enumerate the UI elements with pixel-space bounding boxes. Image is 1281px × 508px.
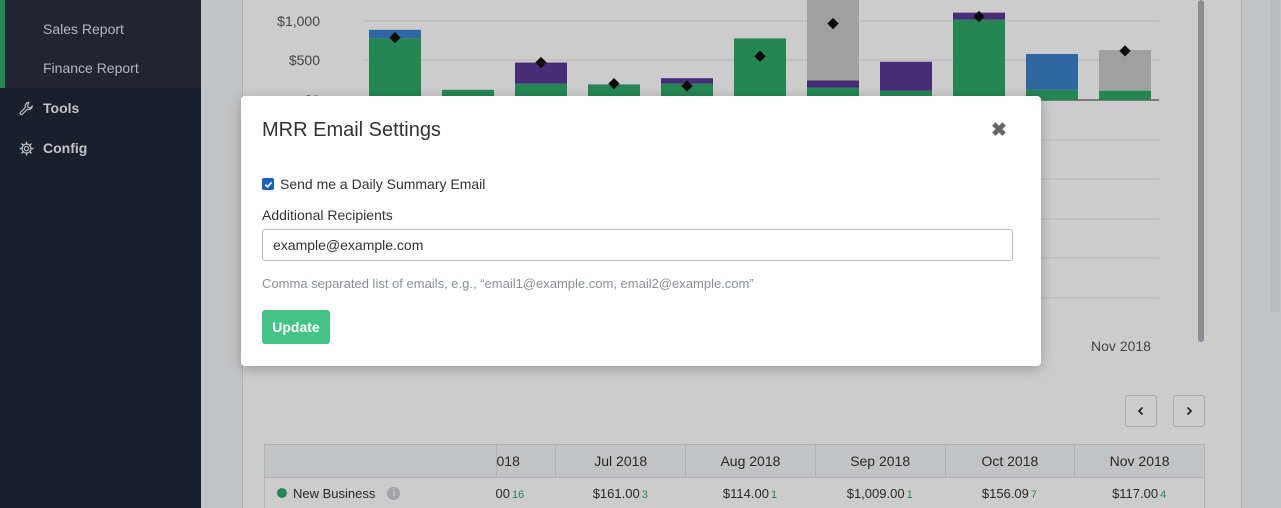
recipients-help-text: Comma separated list of emails, e.g., “e… bbox=[262, 276, 754, 291]
mrr-table: 018 Jul 2018 Aug 2018 Sep 2018 Oct 2018 … bbox=[264, 444, 1205, 508]
sidebar-item-label: Config bbox=[43, 140, 88, 156]
table-header-cell: Aug 2018 bbox=[685, 445, 815, 477]
cell-count: 16 bbox=[512, 488, 525, 501]
cell-count: 7 bbox=[1030, 488, 1037, 501]
reports-subnav: Sales Report Finance Report bbox=[0, 0, 201, 88]
table-header: 018 Jul 2018 Aug 2018 Sep 2018 Oct 2018 … bbox=[265, 445, 1204, 478]
chart-bar-segment[interactable] bbox=[880, 61, 932, 91]
daily-summary-checkbox[interactable] bbox=[262, 178, 274, 190]
row-label-cell: New Business i bbox=[265, 486, 496, 501]
table-cell: $1,009.00 1 bbox=[815, 486, 945, 501]
chart-bar-segment[interactable] bbox=[442, 89, 494, 100]
chart-bar-segment[interactable] bbox=[734, 38, 786, 100]
close-button[interactable]: ✖ bbox=[989, 119, 1009, 141]
cell-value: $1,009.00 bbox=[846, 485, 905, 501]
prev-page-button[interactable] bbox=[1125, 395, 1157, 427]
update-button[interactable]: Update bbox=[262, 310, 330, 344]
table-header-cell: Sep 2018 bbox=[814, 445, 945, 477]
chart-bar-segment[interactable] bbox=[807, 0, 859, 81]
cell-value: $156.09 bbox=[981, 485, 1029, 501]
table-header-cell: Nov 2018 bbox=[1074, 445, 1204, 477]
chart-bar-segment[interactable] bbox=[515, 62, 567, 84]
cell-value: $161.00 bbox=[592, 485, 640, 501]
daily-summary-checkbox-row[interactable]: Send me a Daily Summary Email bbox=[262, 176, 485, 192]
cell-value: 00 bbox=[495, 485, 510, 501]
y-tick-label: $1,000 bbox=[277, 13, 320, 29]
chart-bar-segment[interactable] bbox=[515, 83, 567, 100]
chevron-right-icon bbox=[1186, 406, 1193, 416]
chart-bar-segment[interactable] bbox=[880, 90, 932, 100]
chart-bar-segment[interactable] bbox=[661, 83, 713, 100]
chart-bar-segment[interactable] bbox=[807, 80, 859, 88]
modal-title: MRR Email Settings bbox=[262, 119, 441, 141]
next-page-button[interactable] bbox=[1173, 395, 1205, 427]
sidebar-item-sales-report[interactable]: Sales Report bbox=[43, 21, 124, 37]
new-business-dot-icon bbox=[277, 488, 287, 498]
info-icon[interactable]: i bbox=[387, 486, 401, 500]
chart-bar-segment[interactable] bbox=[1099, 90, 1151, 100]
sidebar-item-label: Tools bbox=[43, 100, 80, 116]
y-tick-label: $500 bbox=[289, 52, 320, 68]
sidebar-item-tools[interactable]: Tools bbox=[0, 88, 201, 128]
table-cell: $161.00 3 bbox=[555, 486, 685, 501]
daily-summary-label: Send me a Daily Summary Email bbox=[280, 176, 486, 192]
sidebar-item-finance-report[interactable]: Finance Report bbox=[43, 60, 139, 76]
x-axis-label: Nov 2018 bbox=[1091, 338, 1151, 351]
checkmark-icon bbox=[264, 181, 272, 188]
chart-net-marker[interactable] bbox=[389, 31, 401, 44]
sidebar: Sales Report Finance Report Tools Config bbox=[0, 0, 201, 508]
table-cell: $117.00 4 bbox=[1074, 486, 1204, 501]
gear-icon bbox=[18, 140, 34, 156]
cell-count: 3 bbox=[641, 488, 648, 501]
chart-bar-segment[interactable] bbox=[953, 19, 1005, 100]
chart-bar-segment[interactable] bbox=[1026, 53, 1078, 90]
table-cell: 00 16 bbox=[496, 486, 556, 501]
wrench-icon bbox=[18, 100, 34, 116]
table-header-cell: Oct 2018 bbox=[944, 445, 1075, 477]
recipients-input[interactable] bbox=[262, 229, 1013, 261]
mrr-email-settings-modal: MRR Email Settings ✖ Send me a Daily Sum… bbox=[241, 96, 1041, 366]
chart-bar-segment[interactable] bbox=[1026, 89, 1078, 100]
close-icon: ✖ bbox=[991, 119, 1007, 141]
chart-net-marker[interactable] bbox=[754, 50, 766, 62]
table-row: New Business i 00 16 $161.00 3 $114.00 1 $1… bbox=[265, 478, 1204, 508]
cell-value: $117.00 bbox=[1112, 485, 1159, 501]
table-header-cell: 018 bbox=[495, 445, 556, 477]
table-cell: $114.00 1 bbox=[685, 486, 815, 501]
chart-bar-segment[interactable] bbox=[1099, 50, 1151, 91]
chart-net-marker[interactable] bbox=[1119, 45, 1131, 57]
table-header-cell: Jul 2018 bbox=[555, 445, 685, 477]
cell-count: 4 bbox=[1160, 488, 1167, 501]
sidebar-item-config[interactable]: Config bbox=[0, 128, 201, 168]
cell-count: 1 bbox=[770, 488, 778, 501]
table-cell: $156.09 7 bbox=[945, 486, 1075, 501]
chevron-left-icon bbox=[1137, 406, 1144, 416]
chart-scrollbar[interactable] bbox=[1198, 0, 1204, 342]
page-scrollbar[interactable] bbox=[1270, 0, 1280, 312]
cell-count: 1 bbox=[906, 488, 913, 501]
recipients-label: Additional Recipients bbox=[262, 207, 393, 223]
cell-value: $114.00 bbox=[722, 485, 769, 501]
row-label: New Business bbox=[293, 485, 376, 501]
chart-bar-segment[interactable] bbox=[369, 38, 421, 100]
